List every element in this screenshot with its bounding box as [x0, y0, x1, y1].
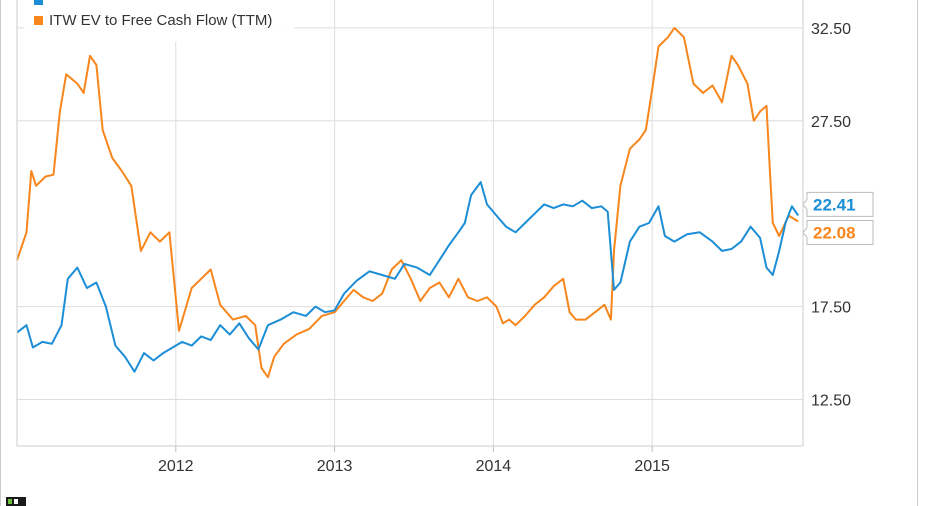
- y-tick-label: 27.50: [811, 114, 851, 131]
- series-line-0: [16, 26, 799, 379]
- x-tick-label: 2012: [158, 458, 194, 475]
- legend-swatch-blue: [34, 0, 43, 5]
- end-value-label-0: 22.08: [802, 220, 874, 246]
- y-tick-label: 32.50: [811, 21, 851, 38]
- legend-item-blue: [24, 0, 272, 10]
- y-tick-label: 17.50: [811, 300, 851, 317]
- series-line-1: [16, 181, 800, 373]
- axis-ticks: 12.50 17.50 27.50 32.50 2012 2013 2014 2015: [158, 21, 851, 475]
- series-layer: [16, 26, 800, 379]
- svg-text:22.08: 22.08: [813, 224, 856, 243]
- svg-text:22.41: 22.41: [813, 195, 856, 214]
- y-tick-label: 12.50: [811, 393, 851, 410]
- ycharts-logo: [6, 497, 26, 506]
- legend-item-orange: ITW EV to Free Cash Flow (TTM): [24, 10, 272, 30]
- legend-label-orange: ITW EV to Free Cash Flow (TTM): [49, 11, 273, 29]
- x-tick-label: 2014: [476, 458, 512, 475]
- plot-area: [17, 0, 803, 446]
- legend-swatch-orange: [34, 15, 43, 25]
- x-tick-label: 2013: [317, 458, 353, 475]
- chart-legend: ITW EV to Free Cash Flow (TTM): [24, 0, 295, 42]
- end-value-label-1: 22.41: [802, 191, 874, 217]
- x-tick-label: 2015: [634, 458, 670, 475]
- end-labels: 22.08 22.41: [802, 191, 874, 246]
